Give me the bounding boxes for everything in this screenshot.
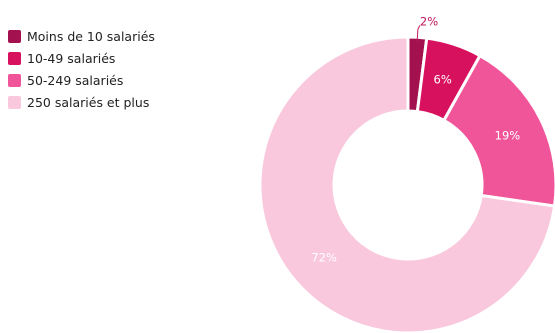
slice-label-250-salaries-et-plus: 72%	[311, 251, 337, 265]
legend-swatch-50-249-salaries	[8, 74, 21, 87]
slice-label-moins-de-10-salaries: 2%	[420, 14, 438, 28]
legend-label-50-249-salaries: 50-249 salariés	[27, 73, 123, 88]
legend-label-250-salaries-et-plus: 250 salariés et plus	[27, 95, 149, 110]
legend-label-10-49-salaries: 10-49 salariés	[27, 51, 115, 66]
donut-slices	[260, 37, 555, 333]
slice-label-10-49-salaries: 6%	[434, 73, 452, 87]
legend-label-moins-de-10-salaries: Moins de 10 salariés	[27, 29, 155, 44]
legend-swatch-moins-de-10-salaries	[8, 30, 21, 43]
chart-legend: Moins de 10 salariés 10-49 salariés 50-249…	[8, 29, 155, 110]
legend-swatch-10-49-salaries	[8, 52, 21, 65]
legend-swatch-250-salaries-et-plus	[8, 96, 21, 109]
slice-label-50-249-salaries: 19%	[495, 129, 521, 143]
